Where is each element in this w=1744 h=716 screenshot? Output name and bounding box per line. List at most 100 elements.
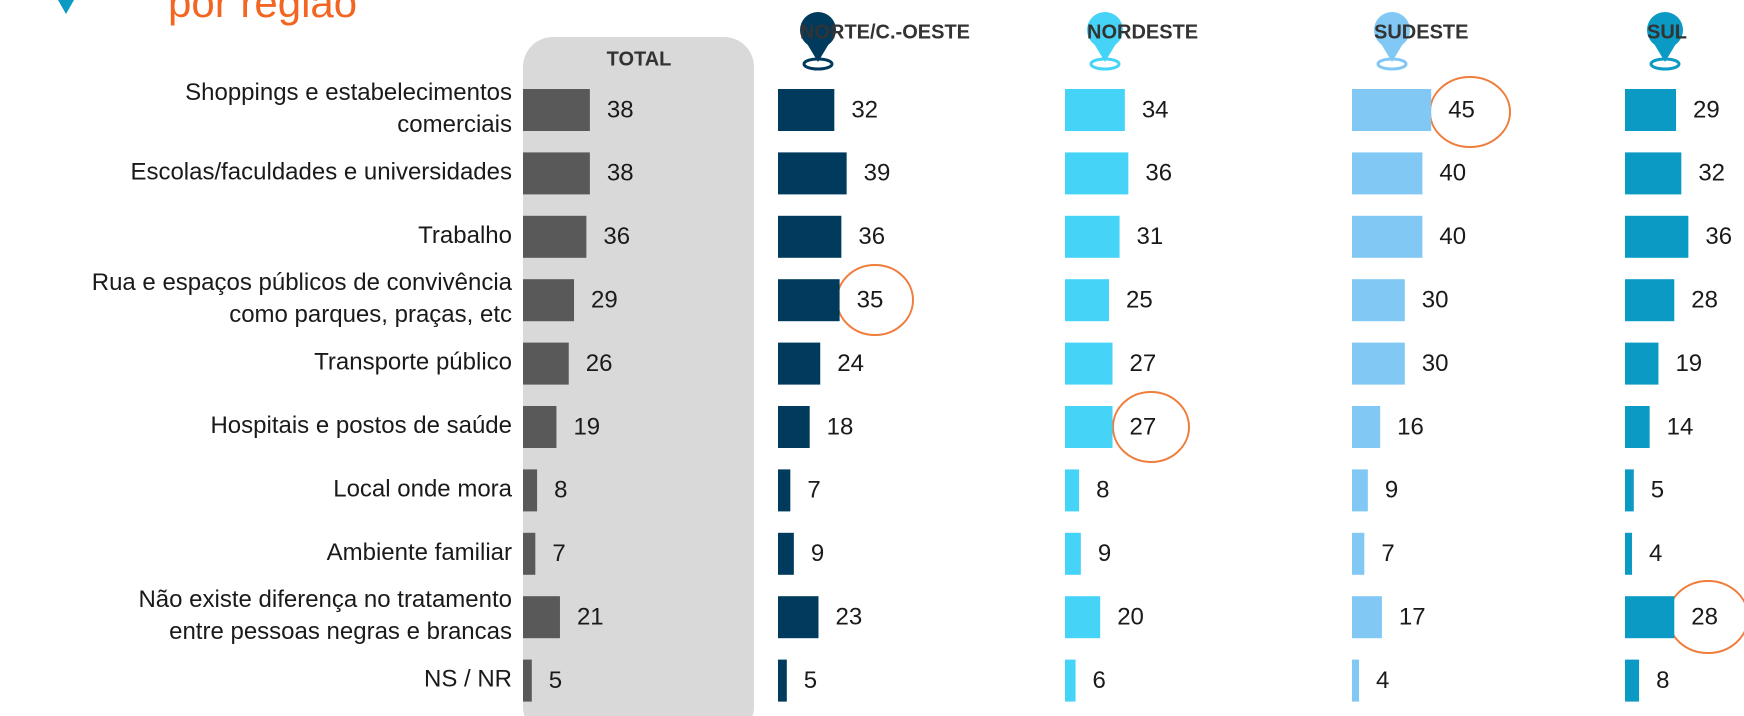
bar [1352, 342, 1405, 385]
bar [523, 89, 590, 131]
value-label: 32 [1698, 160, 1725, 187]
value-label: 40 [1439, 160, 1466, 187]
value-label: 27 [1130, 413, 1157, 440]
chart-title: por região [168, 0, 357, 26]
value-label: 27 [1130, 350, 1157, 377]
category-label: Shoppings e estabelecimentos comerciais [185, 79, 512, 138]
value-label: 31 [1137, 223, 1164, 250]
bar [523, 469, 538, 512]
category-label: Trabalho [418, 222, 512, 249]
bar [1625, 152, 1682, 195]
total-background [523, 37, 754, 716]
bar [1625, 89, 1677, 131]
value-label: 28 [1691, 604, 1718, 631]
series-header: NORDESTE [1087, 21, 1198, 43]
value-label: 16 [1397, 413, 1424, 440]
bar [1065, 215, 1120, 258]
value-label: 45 [1448, 96, 1475, 123]
category-label: Transporte público [314, 349, 512, 376]
region-pin-tip [1093, 42, 1117, 62]
value-label: 29 [591, 287, 618, 314]
value-label: 38 [607, 96, 634, 123]
value-label: 30 [1422, 350, 1449, 377]
value-label: 38 [607, 160, 634, 187]
bar [1352, 152, 1423, 195]
value-label: 19 [1675, 350, 1702, 377]
bar [1065, 596, 1101, 639]
region-pin-tip [1653, 42, 1677, 62]
bar [1352, 89, 1432, 131]
bar [1352, 469, 1368, 512]
value-label: 21 [577, 604, 604, 631]
bar [778, 659, 787, 702]
series-header: TOTAL [607, 48, 672, 70]
highlight-circle [1112, 391, 1190, 463]
bar [1065, 89, 1125, 131]
region-pin-tip [1380, 42, 1404, 62]
bar [778, 152, 847, 195]
title-icon [58, 0, 74, 14]
value-label: 8 [554, 477, 567, 504]
value-label: 20 [1117, 604, 1144, 631]
category-label: Local onde mora [333, 476, 512, 503]
value-label: 7 [1381, 540, 1394, 567]
region-pin [1087, 12, 1123, 48]
value-label: 36 [1145, 160, 1172, 187]
bar [1625, 596, 1675, 639]
bar [1352, 659, 1360, 702]
value-label: 30 [1422, 287, 1449, 314]
bar [778, 406, 810, 448]
bar [1065, 152, 1129, 195]
bar [1352, 406, 1381, 448]
value-label: 36 [1705, 223, 1732, 250]
bar [1065, 342, 1113, 385]
category-label: Não existe diferença no tratamento entre … [138, 587, 512, 646]
value-label: 5 [804, 667, 817, 694]
bar [1625, 532, 1633, 575]
value-label: 9 [1385, 477, 1398, 504]
bar [778, 469, 791, 512]
value-label: 7 [807, 477, 820, 504]
bar [1352, 596, 1382, 639]
region-pin-base [1376, 57, 1408, 71]
value-label: 28 [1691, 287, 1718, 314]
bar [1625, 659, 1640, 702]
bar [778, 89, 835, 131]
bar [1625, 469, 1634, 512]
bar [523, 279, 575, 322]
region-pin [1647, 12, 1683, 48]
bar [1625, 342, 1659, 385]
category-label: Ambiente familiar [327, 539, 512, 566]
value-label: 29 [1693, 96, 1720, 123]
region-pin-base [802, 57, 834, 71]
bar [523, 659, 532, 702]
region-pin-base [1089, 57, 1121, 71]
bar [1625, 406, 1650, 448]
bar [778, 342, 821, 385]
value-label: 6 [1093, 667, 1106, 694]
value-label: 5 [1651, 477, 1664, 504]
bar [523, 342, 569, 385]
category-label: Hospitais e postos de saúde [210, 412, 512, 439]
bar [1352, 279, 1405, 322]
highlights [836, 76, 1744, 654]
value-label: 25 [1126, 287, 1153, 314]
bar [1065, 469, 1080, 512]
value-label: 9 [811, 540, 824, 567]
region-pin-tip [806, 42, 830, 62]
value-label: 4 [1376, 667, 1389, 694]
bar [1352, 215, 1423, 258]
value-label: 18 [827, 413, 854, 440]
value-label: 26 [586, 350, 613, 377]
value-label: 35 [857, 287, 884, 314]
bar [1625, 215, 1689, 258]
value-label: 23 [835, 604, 862, 631]
value-label: 39 [864, 160, 891, 187]
value-label: 34 [1142, 96, 1169, 123]
series-header: SUDESTE [1374, 21, 1468, 43]
value-label: 32 [851, 96, 878, 123]
bar [1065, 279, 1109, 322]
bar [1065, 406, 1113, 448]
